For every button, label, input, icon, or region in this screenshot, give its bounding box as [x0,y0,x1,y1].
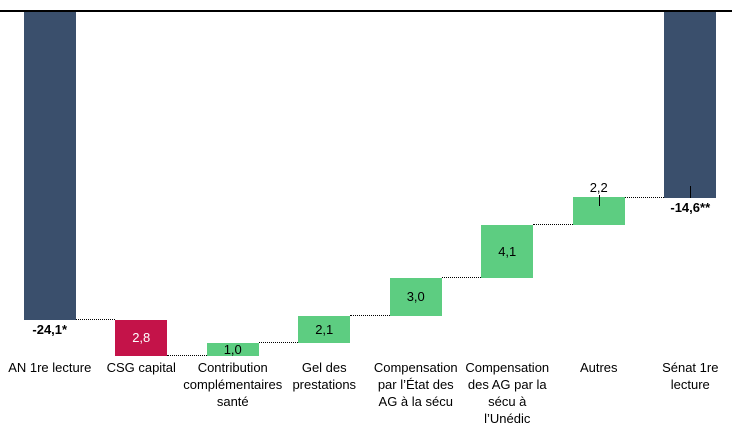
category-label: Compensation par l’État des AG à la sécu [373,360,458,409]
connector-line [441,276,482,278]
bar-value-label: 3,0 [406,289,425,305]
bar-value-label: 1,0 [223,341,242,357]
label-leader-line [598,195,600,207]
bar-value-label: 2,1 [315,322,334,338]
bar-value-label: 2,8 [132,330,151,346]
bar-value-label: 2,2 [589,180,608,196]
connector-line [624,197,665,199]
connector-line [167,354,207,356]
waterfall-bar [23,11,76,320]
connector-line [75,318,116,320]
category-label: CSG capital [106,360,176,375]
category-label: Sénat 1re lecture [662,360,719,392]
category-label: Autres [579,360,618,375]
waterfall-bar [389,277,442,317]
waterfall-bar [664,11,717,199]
category-label: Compensation des AG par la sécu à l’Unéd… [465,360,550,426]
bar-value-label: 4,1 [498,244,517,259]
connector-line [533,224,573,226]
zero-axis-line [0,10,732,12]
bar-value-label: -14,6** [670,200,711,216]
waterfall-bar [115,319,168,356]
bar-value-label: -24,1* [32,321,68,337]
category-label: Gel des prestations [292,360,357,392]
connector-line [258,342,299,344]
connector-line [350,315,390,317]
category-label: Contribution complémentaires santé [183,360,283,409]
category-label: AN 1re lecture [8,360,92,375]
label-leader-line [690,186,692,199]
waterfall-bar [298,316,351,343]
waterfall-bar [206,343,259,356]
waterfall-bar [481,225,534,278]
